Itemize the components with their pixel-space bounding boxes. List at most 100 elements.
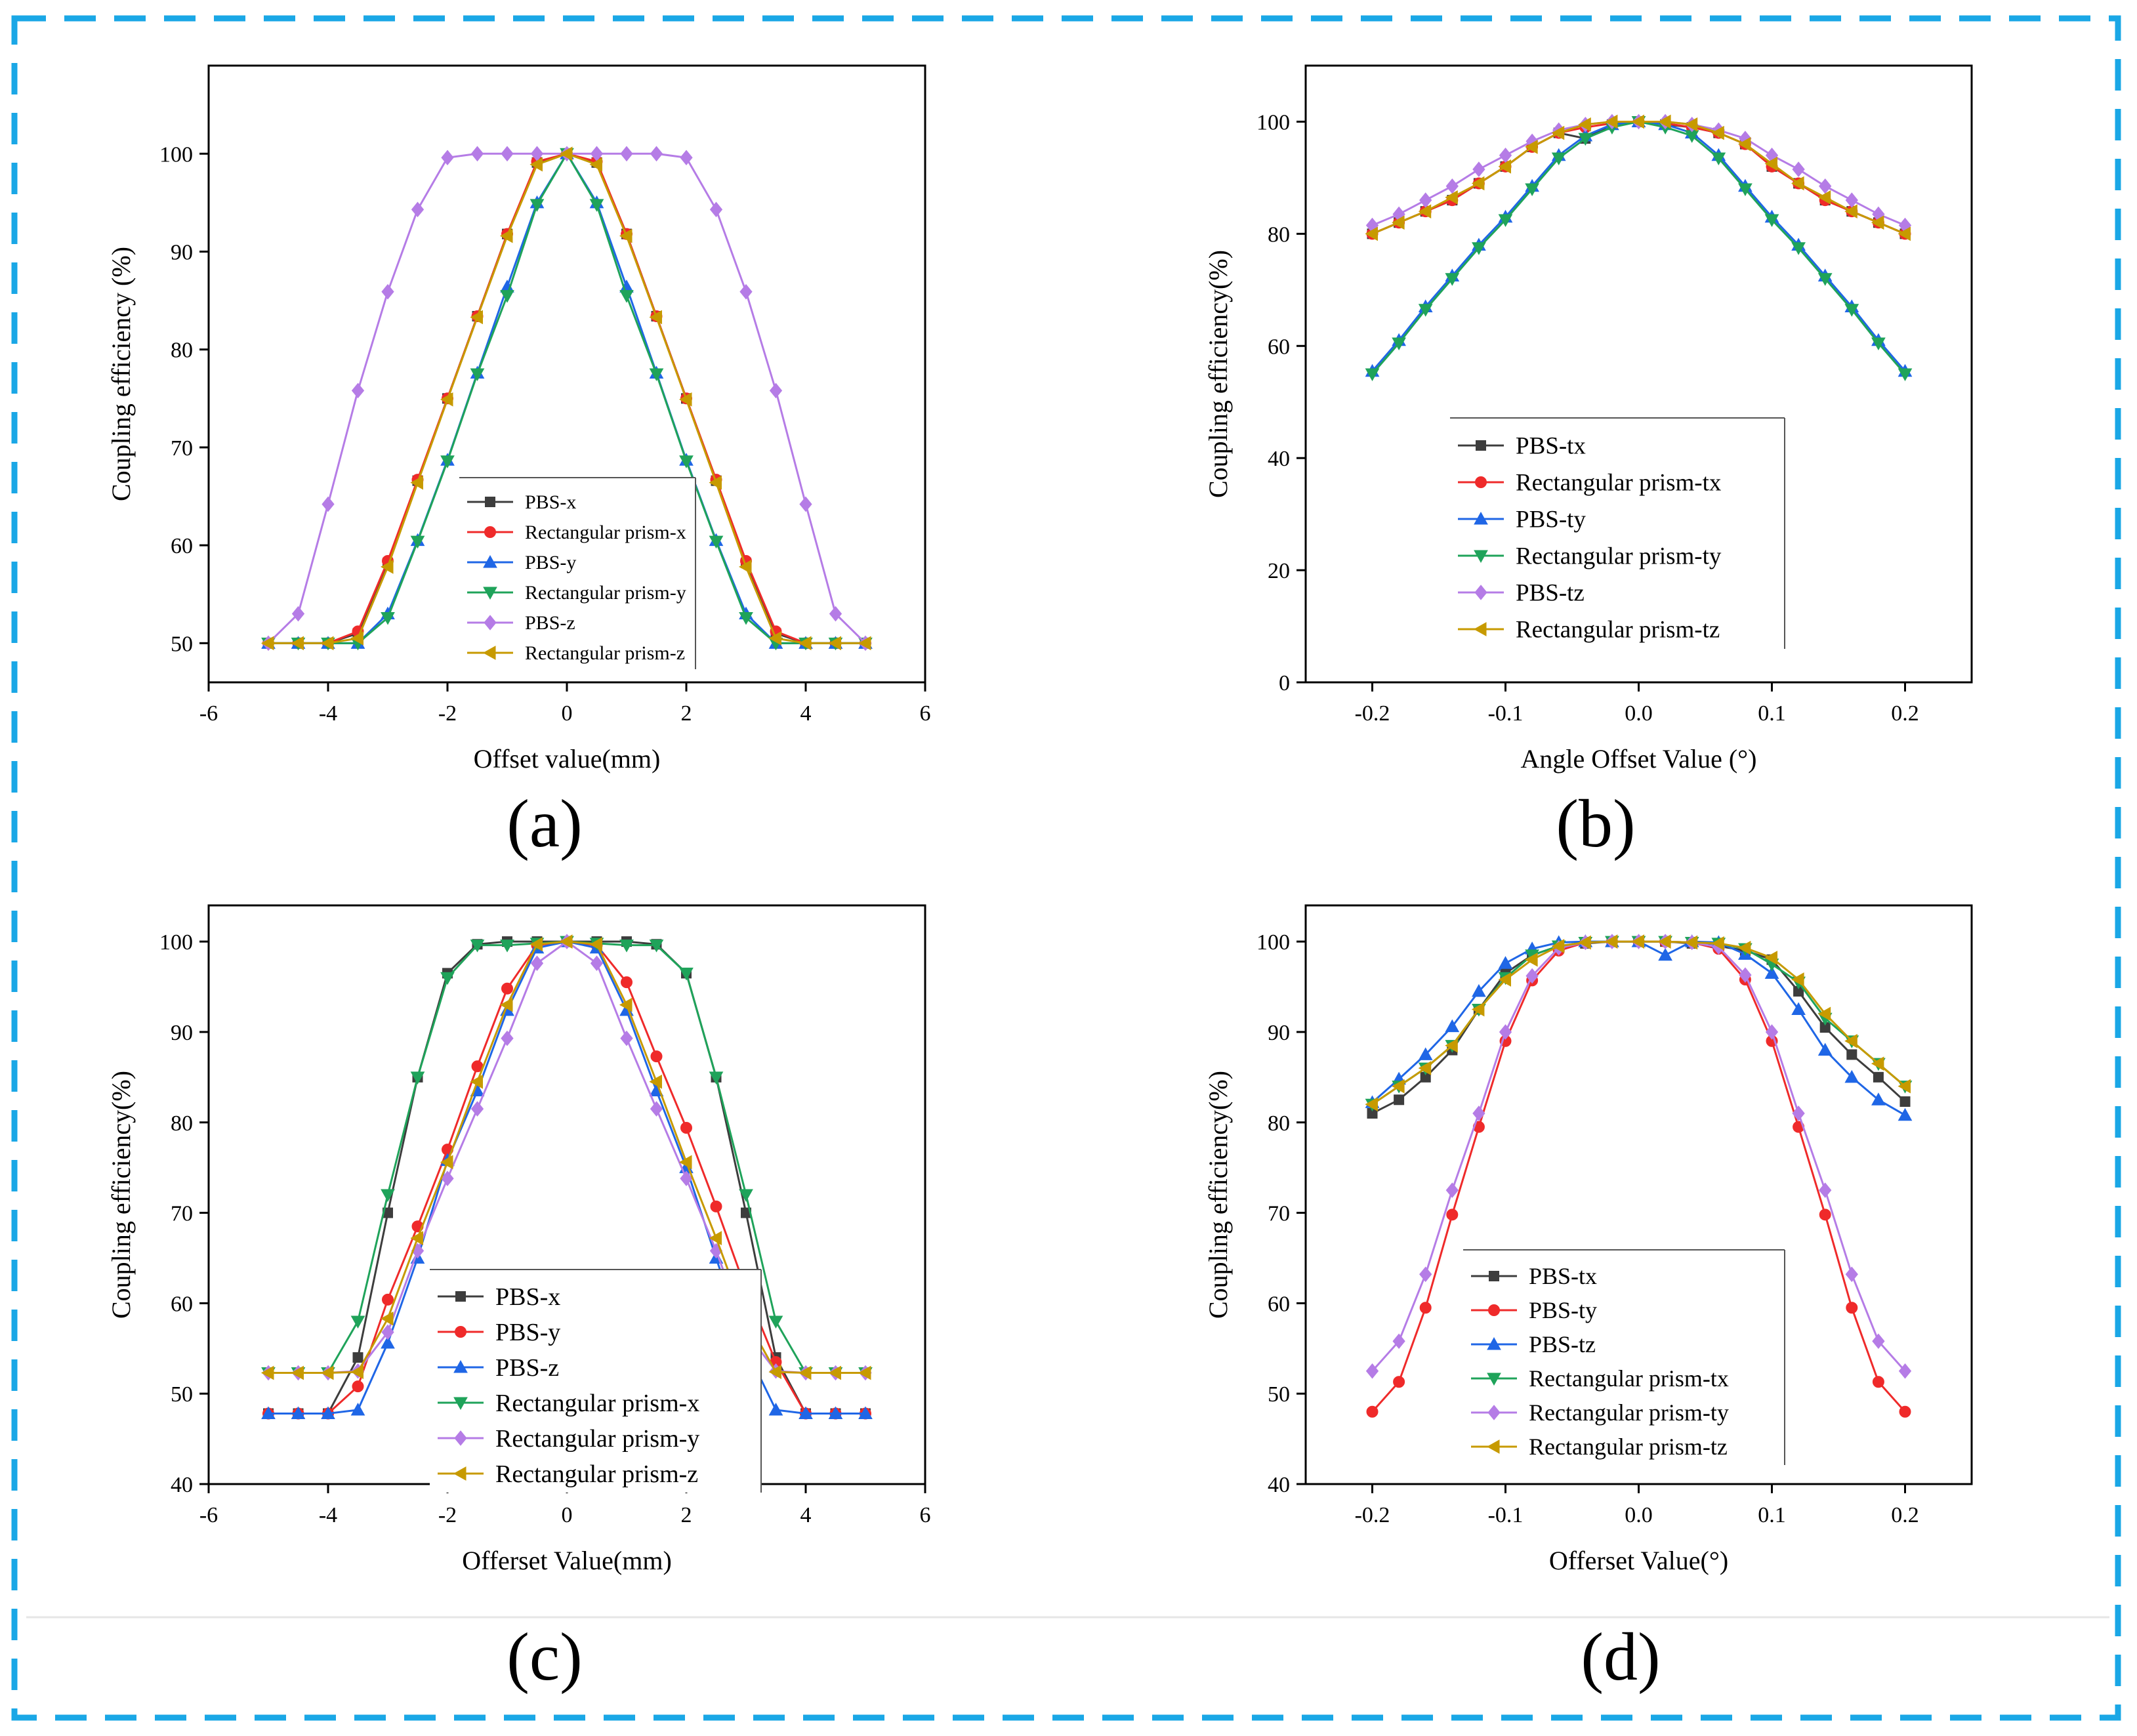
data-point — [380, 560, 394, 574]
legend-box — [1463, 1250, 1785, 1465]
data-point — [501, 982, 513, 995]
data-point — [500, 290, 514, 303]
data-point — [799, 1406, 813, 1420]
data-point — [529, 199, 545, 212]
legend-marker — [1486, 1439, 1500, 1454]
data-point — [352, 1380, 364, 1393]
data-point — [1872, 1333, 1885, 1350]
x-tick-label: -2 — [438, 701, 457, 726]
data-point — [1392, 1333, 1405, 1350]
data-point — [649, 1074, 662, 1089]
data-point — [649, 940, 664, 953]
data-point — [768, 1365, 781, 1379]
data-point — [321, 1406, 335, 1420]
legend-entry: PBS-z — [495, 1354, 559, 1382]
data-point — [710, 1200, 722, 1212]
data-point — [501, 1030, 514, 1046]
data-point — [501, 146, 514, 162]
data-point — [1819, 1209, 1831, 1221]
data-point — [499, 228, 513, 243]
data-point — [768, 1315, 783, 1329]
data-point — [1844, 304, 1859, 317]
data-point — [1658, 114, 1671, 129]
y-tick-label: 20 — [1268, 559, 1290, 583]
legend-entry: Rectangular prism-tx — [1529, 1365, 1729, 1392]
legend-marker — [1489, 1271, 1499, 1281]
data-point — [1578, 935, 1591, 950]
data-point — [1525, 968, 1539, 984]
series-rectangular-prism-tx — [1365, 936, 1913, 1112]
data-point — [1498, 214, 1513, 228]
x-tick-label: 2 — [681, 1503, 692, 1527]
data-point — [739, 1189, 753, 1203]
data-point — [680, 1122, 692, 1134]
data-point — [350, 1365, 363, 1379]
data-point — [499, 997, 513, 1012]
legend-marker — [453, 1466, 467, 1481]
data-point — [291, 606, 305, 622]
legend-marker — [1473, 622, 1487, 636]
x-tick-label: -6 — [199, 701, 218, 726]
data-point — [1392, 337, 1406, 351]
data-point — [441, 150, 454, 166]
panel-label: (b) — [1556, 786, 1635, 861]
data-point — [1445, 273, 1460, 286]
y-axis-label: Coupling efficiency(%) — [1203, 1071, 1233, 1319]
data-point — [1846, 1049, 1857, 1060]
data-point — [410, 475, 423, 490]
data-point — [440, 972, 455, 985]
series-line — [1371, 120, 1906, 235]
legend-entry: PBS-y — [495, 1319, 560, 1346]
data-point — [1498, 159, 1511, 174]
data-point — [620, 146, 633, 162]
legend-entry: Rectangular prism-z — [525, 642, 685, 664]
data-point — [470, 1074, 483, 1089]
data-point — [381, 1189, 395, 1203]
data-point — [1791, 176, 1804, 191]
data-point — [1844, 204, 1857, 219]
data-point — [1551, 152, 1566, 166]
series-rectangular-prism-tz — [1365, 114, 1911, 241]
data-point — [440, 455, 455, 468]
legend-entry: PBS-z — [525, 612, 575, 634]
legend-marker — [455, 1291, 466, 1302]
legend-entry: PBS-x — [525, 491, 576, 513]
data-point — [291, 636, 304, 651]
y-axis-label: Coupling efficiency(%) — [106, 1071, 136, 1319]
data-point — [350, 631, 363, 646]
x-axis-label: Offerset Value(°) — [1549, 1546, 1728, 1575]
y-tick-label: 60 — [1268, 335, 1290, 359]
data-point — [799, 496, 812, 512]
data-point — [1817, 1043, 1833, 1056]
data-point — [1604, 934, 1618, 949]
data-point — [1499, 1024, 1512, 1040]
data-point — [380, 1311, 394, 1326]
data-point — [1871, 337, 1886, 351]
series-line — [1371, 120, 1906, 375]
panel-label: (d) — [1581, 1619, 1660, 1695]
y-tick-label: 70 — [171, 436, 193, 461]
legend-box — [459, 478, 695, 669]
series-pbs-tx — [1367, 116, 1911, 239]
data-point — [798, 1365, 812, 1380]
data-point — [381, 283, 394, 300]
data-point — [1445, 190, 1458, 205]
x-tick-label: 6 — [920, 1503, 931, 1527]
data-point — [410, 1231, 423, 1245]
legend-marker — [483, 554, 497, 568]
y-tick-label: 40 — [1268, 447, 1290, 471]
data-point — [1365, 1363, 1379, 1379]
chart-panel-3: -6 -4 -2 0 2 4 6 40 50 60 70 80 90 100 Offerset Value(… — [106, 904, 931, 1695]
data-point — [440, 1155, 453, 1170]
legend-marker — [1476, 440, 1486, 451]
y-tick-label: 100 — [159, 142, 193, 167]
data-point — [1392, 1079, 1405, 1094]
data-point — [1551, 939, 1565, 953]
legend-entry: PBS-tx — [1516, 433, 1586, 460]
y-tick-label: 80 — [1268, 1111, 1290, 1136]
y-tick-label: 0 — [1279, 671, 1290, 695]
y-tick-label: 40 — [171, 1473, 193, 1497]
legend-entry: Rectangular prism-y — [525, 582, 686, 604]
data-point — [738, 560, 752, 574]
